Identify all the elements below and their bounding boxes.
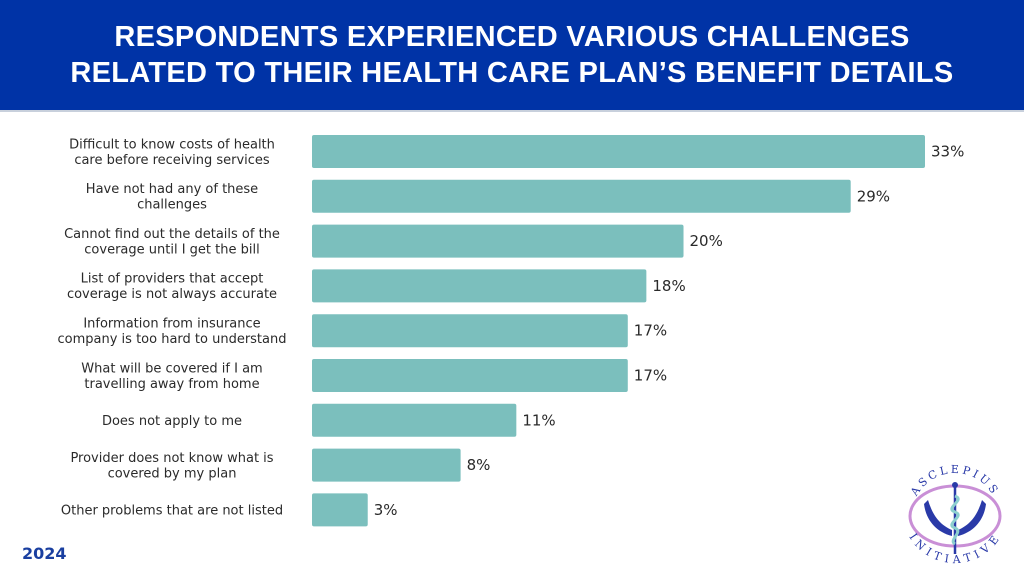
rod-of-asclepius-icon <box>950 482 960 554</box>
bar-chart: 33% Difficult to know costs of health care… <box>58 135 964 527</box>
data-label-4: 17% <box>634 322 667 340</box>
data-label-8: 3% <box>374 501 398 519</box>
bar-0 <box>312 135 925 168</box>
category-label-8: Other problems that are not listed <box>61 503 283 518</box>
bar-5 <box>312 359 628 392</box>
bar-1 <box>312 179 851 213</box>
bar-4 <box>312 314 628 348</box>
category-label-6: Does not apply to me <box>102 414 242 429</box>
bar-7 <box>312 448 461 482</box>
bar-6 <box>312 403 517 437</box>
title-banner: RESPONDENTS EXPERIENCED VARIOUS CHALLENG… <box>0 0 1024 110</box>
data-label-6: 11% <box>522 411 555 429</box>
hands-icon <box>924 500 986 536</box>
data-label-2: 20% <box>690 232 723 250</box>
category-label-3: List of providers that accept coverage is… <box>67 272 277 303</box>
category-label-7: Provider does not know what is covered by… <box>70 451 273 482</box>
category-label-5: What will be covered if I am travelling a… <box>81 361 262 392</box>
year-label: 2024 <box>22 544 67 563</box>
data-label-1: 29% <box>857 187 890 205</box>
category-label-4: Information from insurance company is too… <box>58 316 287 347</box>
bar-3 <box>312 269 647 303</box>
category-label-1: Have not had any of these challenges <box>86 182 258 213</box>
bar-2 <box>312 224 684 258</box>
chart-title-line-2: RELATED TO THEIR HEALTH CARE PLAN’S BENE… <box>70 57 954 89</box>
category-label-0: Difficult to know costs of health care be… <box>69 137 275 168</box>
chart-title-line-1: RESPONDENTS EXPERIENCED VARIOUS CHALLENG… <box>114 21 910 53</box>
bar-8 <box>312 493 368 527</box>
category-label-2: Cannot find out the details of the covera… <box>64 227 280 258</box>
data-label-3: 18% <box>652 277 685 295</box>
data-label-5: 17% <box>634 367 667 385</box>
header-divider <box>0 110 1024 112</box>
data-label-0: 33% <box>931 143 964 161</box>
data-label-7: 8% <box>467 456 491 474</box>
asclepius-initiative-logo: ASCLEPIUS INITIATIVE <box>907 463 1002 566</box>
